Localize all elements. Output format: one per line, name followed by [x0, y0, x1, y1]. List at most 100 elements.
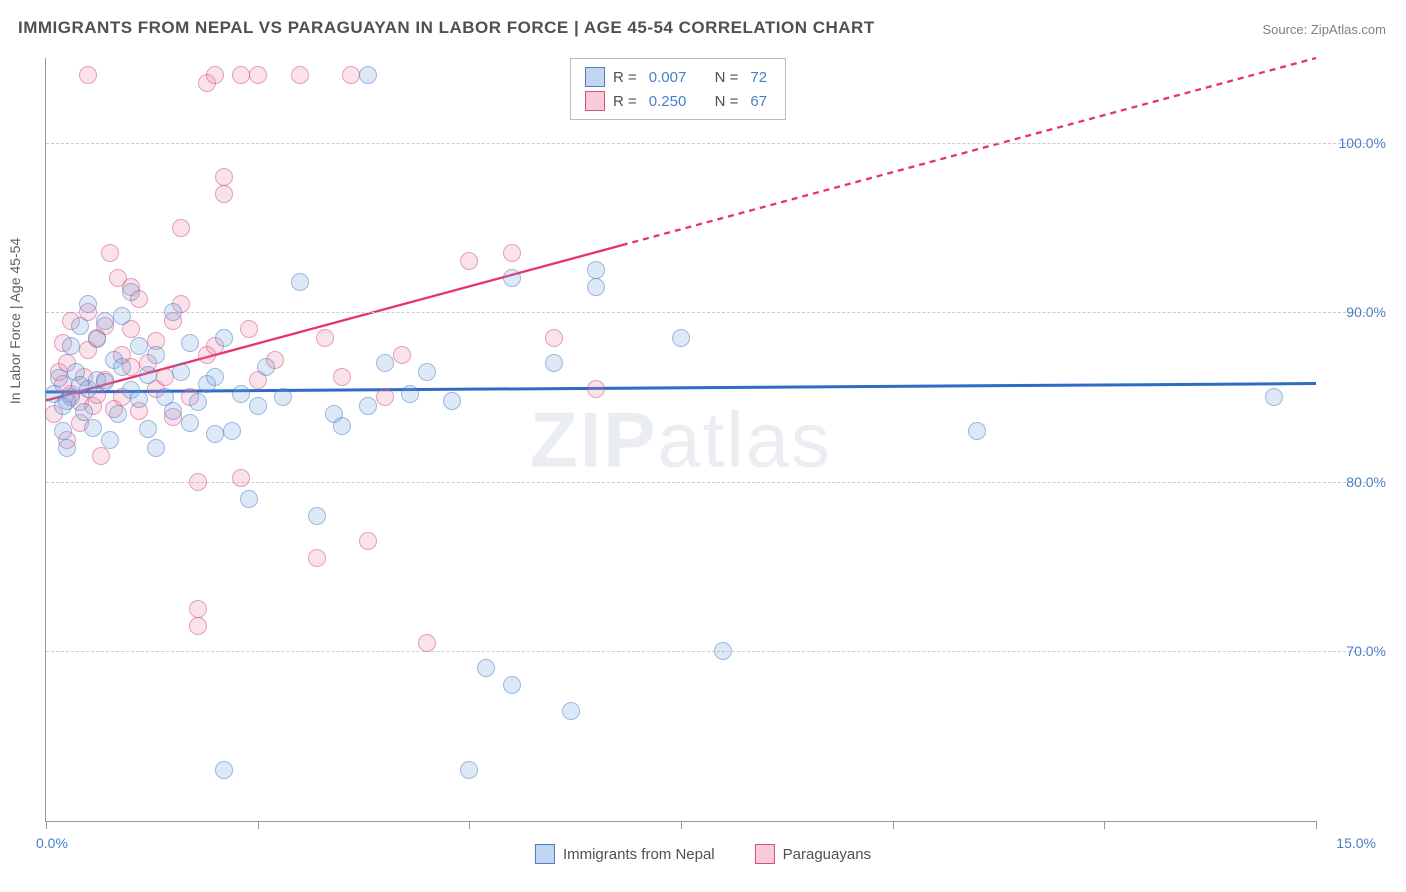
data-point [477, 659, 495, 677]
data-point [240, 490, 258, 508]
y-tick-label: 80.0% [1326, 474, 1386, 490]
gridline [46, 143, 1366, 144]
data-point [88, 330, 106, 348]
gridline [46, 312, 1366, 313]
data-point [503, 244, 521, 262]
data-point [562, 702, 580, 720]
data-point [113, 358, 131, 376]
stats-row-paraguay: R = 0.250 N = 67 [585, 89, 771, 113]
paraguay-r-value: 0.250 [649, 93, 687, 110]
data-point [62, 337, 80, 355]
data-point [333, 368, 351, 386]
data-point [232, 385, 250, 403]
data-point [359, 397, 377, 415]
trend-lines [46, 58, 1316, 821]
data-point [156, 368, 174, 386]
data-point [189, 600, 207, 618]
data-point [130, 337, 148, 355]
correlation-stats-box: R = 0.007 N = 72 R = 0.250 N = 67 [570, 58, 786, 120]
data-point [359, 532, 377, 550]
data-point [359, 66, 377, 84]
watermark: ZIPatlas [530, 394, 832, 485]
data-point [503, 269, 521, 287]
gridline [46, 651, 1366, 652]
data-point [545, 354, 563, 372]
n-label: N = [715, 69, 739, 86]
data-point [257, 358, 275, 376]
data-point [139, 366, 157, 384]
data-point [101, 244, 119, 262]
chart-title: IMMIGRANTS FROM NEPAL VS PARAGUAYAN IN L… [18, 18, 875, 38]
data-point [232, 66, 250, 84]
r-label: R = [613, 69, 637, 86]
data-point [215, 761, 233, 779]
chart-source: Source: ZipAtlas.com [1262, 22, 1386, 37]
data-point [316, 329, 334, 347]
data-point [968, 422, 986, 440]
legend-label-nepal: Immigrants from Nepal [563, 846, 715, 863]
data-point [147, 439, 165, 457]
data-point [460, 761, 478, 779]
x-tick [469, 821, 470, 829]
paraguay-n-value: 67 [750, 93, 767, 110]
nepal-swatch [585, 67, 605, 87]
data-point [342, 66, 360, 84]
y-tick-label: 90.0% [1326, 304, 1386, 320]
data-point [672, 329, 690, 347]
data-point [71, 317, 89, 335]
r-label: R = [613, 93, 637, 110]
x-tick [258, 821, 259, 829]
y-axis-label: In Labor Force | Age 45-54 [7, 238, 23, 404]
stats-row-nepal: R = 0.007 N = 72 [585, 65, 771, 89]
data-point [58, 439, 76, 457]
data-point [206, 66, 224, 84]
data-point [714, 642, 732, 660]
legend-item-nepal: Immigrants from Nepal [535, 844, 715, 864]
x-tick [681, 821, 682, 829]
data-point [172, 363, 190, 381]
data-point [54, 422, 72, 440]
data-point [122, 283, 140, 301]
data-point [223, 422, 241, 440]
n-label: N = [715, 93, 739, 110]
x-tick [46, 821, 47, 829]
nepal-r-value: 0.007 [649, 69, 687, 86]
scatter-chart: ZIPatlas 0.0% 15.0% 70.0%80.0%90.0%100.0… [45, 58, 1316, 822]
legend: Immigrants from Nepal Paraguayans [535, 844, 871, 864]
data-point [109, 405, 127, 423]
data-point [147, 346, 165, 364]
data-point [164, 402, 182, 420]
data-point [308, 549, 326, 567]
data-point [376, 354, 394, 372]
data-point [503, 676, 521, 694]
data-point [418, 363, 436, 381]
data-point [587, 380, 605, 398]
data-point [232, 469, 250, 487]
x-axis-max-label: 15.0% [1336, 835, 1376, 851]
watermark-atlas: atlas [657, 395, 832, 483]
nepal-swatch [535, 844, 555, 864]
source-link[interactable]: ZipAtlas.com [1311, 22, 1386, 37]
paraguay-swatch [755, 844, 775, 864]
data-point [101, 431, 119, 449]
data-point [291, 66, 309, 84]
data-point [84, 419, 102, 437]
data-point [96, 373, 114, 391]
data-point [308, 507, 326, 525]
data-point [79, 66, 97, 84]
data-point [181, 334, 199, 352]
legend-item-paraguay: Paraguayans [755, 844, 871, 864]
data-point [249, 397, 267, 415]
data-point [189, 617, 207, 635]
y-tick-label: 70.0% [1326, 643, 1386, 659]
data-point [215, 329, 233, 347]
source-prefix: Source: [1262, 22, 1310, 37]
data-point [206, 425, 224, 443]
data-point [206, 368, 224, 386]
data-point [401, 385, 419, 403]
data-point [376, 388, 394, 406]
data-point [189, 393, 207, 411]
data-point [393, 346, 411, 364]
x-tick [893, 821, 894, 829]
data-point [172, 219, 190, 237]
